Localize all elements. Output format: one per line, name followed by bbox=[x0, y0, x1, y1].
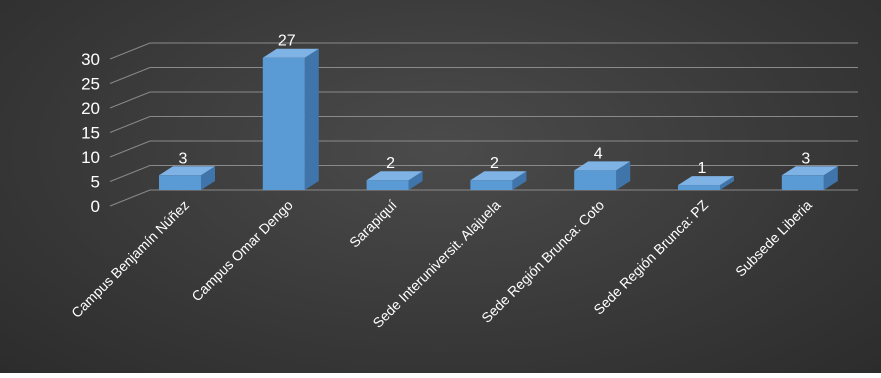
y-tick-label: 15 bbox=[81, 124, 100, 143]
bar-front bbox=[678, 185, 720, 190]
x-tick-label: Campus Omar Dengo bbox=[188, 197, 296, 305]
bar-side bbox=[408, 171, 423, 190]
data-label: 27 bbox=[278, 33, 296, 50]
gridline bbox=[109, 42, 858, 60]
x-tick-label: Subsede Liberia bbox=[732, 197, 815, 280]
bar-front bbox=[262, 57, 305, 191]
bar-front bbox=[366, 180, 409, 190]
data-label: 3 bbox=[801, 150, 810, 167]
bar-side bbox=[720, 176, 734, 190]
bar-top bbox=[470, 171, 527, 181]
data-label: 4 bbox=[594, 145, 603, 162]
bar bbox=[574, 161, 631, 190]
data-label: 3 bbox=[179, 150, 188, 167]
data-label: 2 bbox=[386, 155, 395, 172]
bar-top bbox=[678, 176, 734, 186]
bar-top bbox=[574, 161, 631, 171]
bar-top bbox=[781, 166, 838, 176]
bar-front bbox=[781, 175, 824, 190]
x-tick-label: Sede Región Brunca: PZ bbox=[590, 196, 711, 317]
y-tick-label: 0 bbox=[91, 197, 100, 216]
bar-front bbox=[470, 180, 513, 190]
bar-top bbox=[262, 48, 319, 58]
y-tick-label: 5 bbox=[91, 173, 100, 192]
bar-top bbox=[366, 171, 423, 181]
x-tick-label: Sede Región Brunca: Coto bbox=[478, 197, 607, 326]
bar-front bbox=[159, 175, 201, 190]
y-tick-label: 30 bbox=[81, 50, 100, 69]
y-axis-ticks: 0 5 10 15 20 25 30 bbox=[81, 50, 100, 216]
bar bbox=[678, 176, 734, 190]
bar-side bbox=[823, 166, 838, 190]
bar-front bbox=[574, 170, 617, 190]
y-tick-label: 25 bbox=[81, 75, 100, 94]
gridline bbox=[109, 116, 858, 133]
bar bbox=[366, 171, 423, 190]
gridline bbox=[109, 140, 858, 158]
bar-side bbox=[616, 161, 631, 190]
bar bbox=[470, 171, 527, 190]
bar bbox=[262, 48, 319, 191]
bar-side bbox=[201, 166, 215, 190]
gridline bbox=[109, 67, 858, 84]
y-tick-label: 10 bbox=[81, 148, 100, 167]
bar-side bbox=[304, 48, 319, 191]
bars bbox=[159, 48, 838, 191]
bar bbox=[159, 166, 215, 190]
gridlines bbox=[109, 42, 858, 207]
gridline bbox=[109, 189, 858, 207]
bar-side bbox=[512, 171, 527, 190]
gridline bbox=[109, 91, 858, 109]
data-label: 2 bbox=[490, 155, 499, 172]
bar-top bbox=[159, 166, 215, 176]
y-tick-label: 20 bbox=[81, 99, 100, 118]
data-label: 1 bbox=[698, 160, 707, 177]
x-tick-label: Sarapiquí bbox=[346, 197, 400, 251]
data-labels: 3 27 2 2 4 1 3 bbox=[179, 33, 811, 177]
bar bbox=[781, 166, 838, 190]
x-tick-label: Campus Benjamín Núñez bbox=[68, 197, 192, 321]
